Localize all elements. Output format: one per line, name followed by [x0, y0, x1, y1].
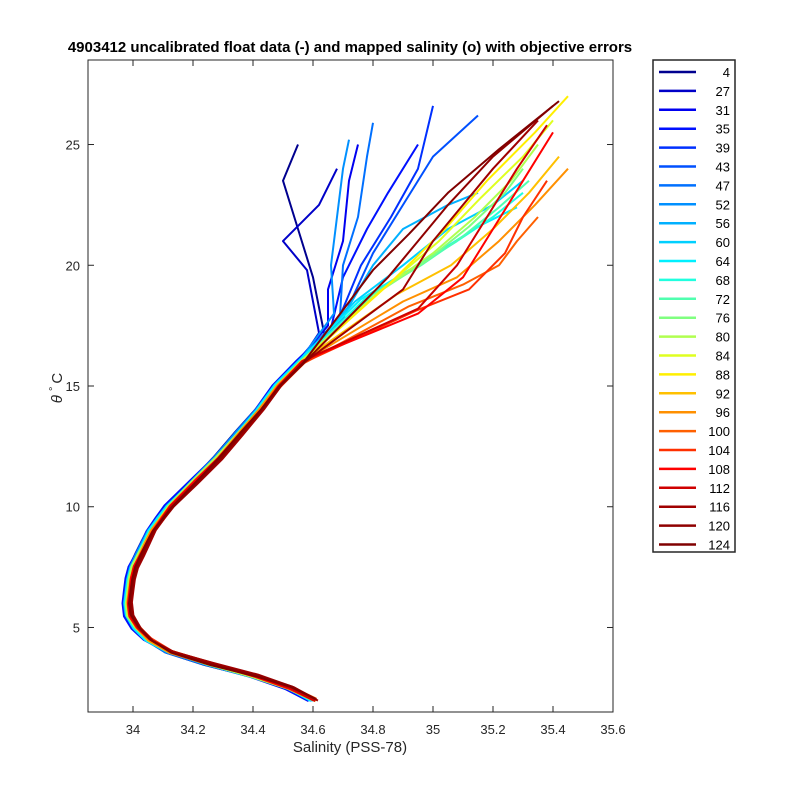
legend-label-60: 60	[716, 235, 730, 250]
legend-label-108: 108	[708, 462, 730, 477]
legend-label-88: 88	[716, 367, 730, 382]
legend-label-72: 72	[716, 292, 730, 307]
y-tick-label: 25	[66, 138, 80, 153]
legend-label-68: 68	[716, 273, 730, 288]
legend-label-120: 120	[708, 519, 730, 534]
x-tick-label: 34	[126, 722, 140, 737]
legend-label-76: 76	[716, 311, 730, 326]
legend-label-84: 84	[716, 349, 730, 364]
x-tick-label: 35.2	[480, 722, 505, 737]
legend-label-100: 100	[708, 424, 730, 439]
legend-label-52: 52	[716, 197, 730, 212]
legend-label-27: 27	[716, 84, 730, 99]
y-tick-label: 5	[73, 620, 80, 635]
legend-label-31: 31	[716, 103, 730, 118]
x-axis-label: Salinity (PSS-78)	[293, 739, 407, 756]
legend-label-47: 47	[716, 178, 730, 193]
legend-label-64: 64	[716, 254, 730, 269]
legend-label-39: 39	[716, 141, 730, 156]
x-tick-label: 34.8	[360, 722, 385, 737]
y-axis-label-unit: C	[49, 373, 66, 384]
x-tick-label: 35	[426, 722, 440, 737]
y-tick-label: 10	[66, 500, 80, 515]
profile-line-96	[126, 168, 569, 700]
y-axis-label-symbol: θ	[49, 395, 66, 403]
y-axis-label-degree: °	[48, 387, 60, 391]
legend-label-96: 96	[716, 405, 730, 420]
y-axis: 5 10 15 20 25	[66, 138, 613, 635]
y-axis-label: θ ° C	[48, 373, 66, 404]
legend-label-4: 4	[723, 65, 730, 80]
x-tick-label: 35.4	[540, 722, 565, 737]
x-tick-label: 35.6	[600, 722, 625, 737]
x-tick-label: 34.4	[240, 722, 265, 737]
legend-label-116: 116	[709, 500, 730, 515]
legend-label-35: 35	[716, 122, 730, 137]
legend-label-92: 92	[716, 386, 730, 401]
legend-label-112: 112	[709, 481, 730, 496]
legend-label-43: 43	[716, 160, 730, 175]
legend-label-80: 80	[716, 330, 730, 345]
x-tick-label: 34.6	[300, 722, 325, 737]
legend-label-56: 56	[716, 216, 730, 231]
y-tick-label: 20	[66, 258, 80, 273]
plot-area	[88, 60, 613, 712]
y-tick-label: 15	[66, 379, 80, 394]
legend-label-104: 104	[708, 443, 730, 458]
x-tick-label: 34.2	[180, 722, 205, 737]
legend: 4 27 31 35 39 43 47 52 56 60 64 68 72 76 80 84 88 92 96 100…	[652, 59, 736, 553]
profile-line-124	[128, 100, 560, 700]
chart-title: 4903412 uncalibrated float data (-) and …	[68, 39, 632, 56]
legend-items: 4 27 31 35 39 43 47 52 56 60 64 68 72 76 80 84 88 92 96 100…	[659, 65, 730, 553]
x-axis: 34 34.2 34.4 34.6 34.8 35 35.2 35.4 35.6	[126, 60, 626, 737]
legend-label-124: 124	[708, 538, 730, 553]
series-layer	[121, 95, 569, 702]
